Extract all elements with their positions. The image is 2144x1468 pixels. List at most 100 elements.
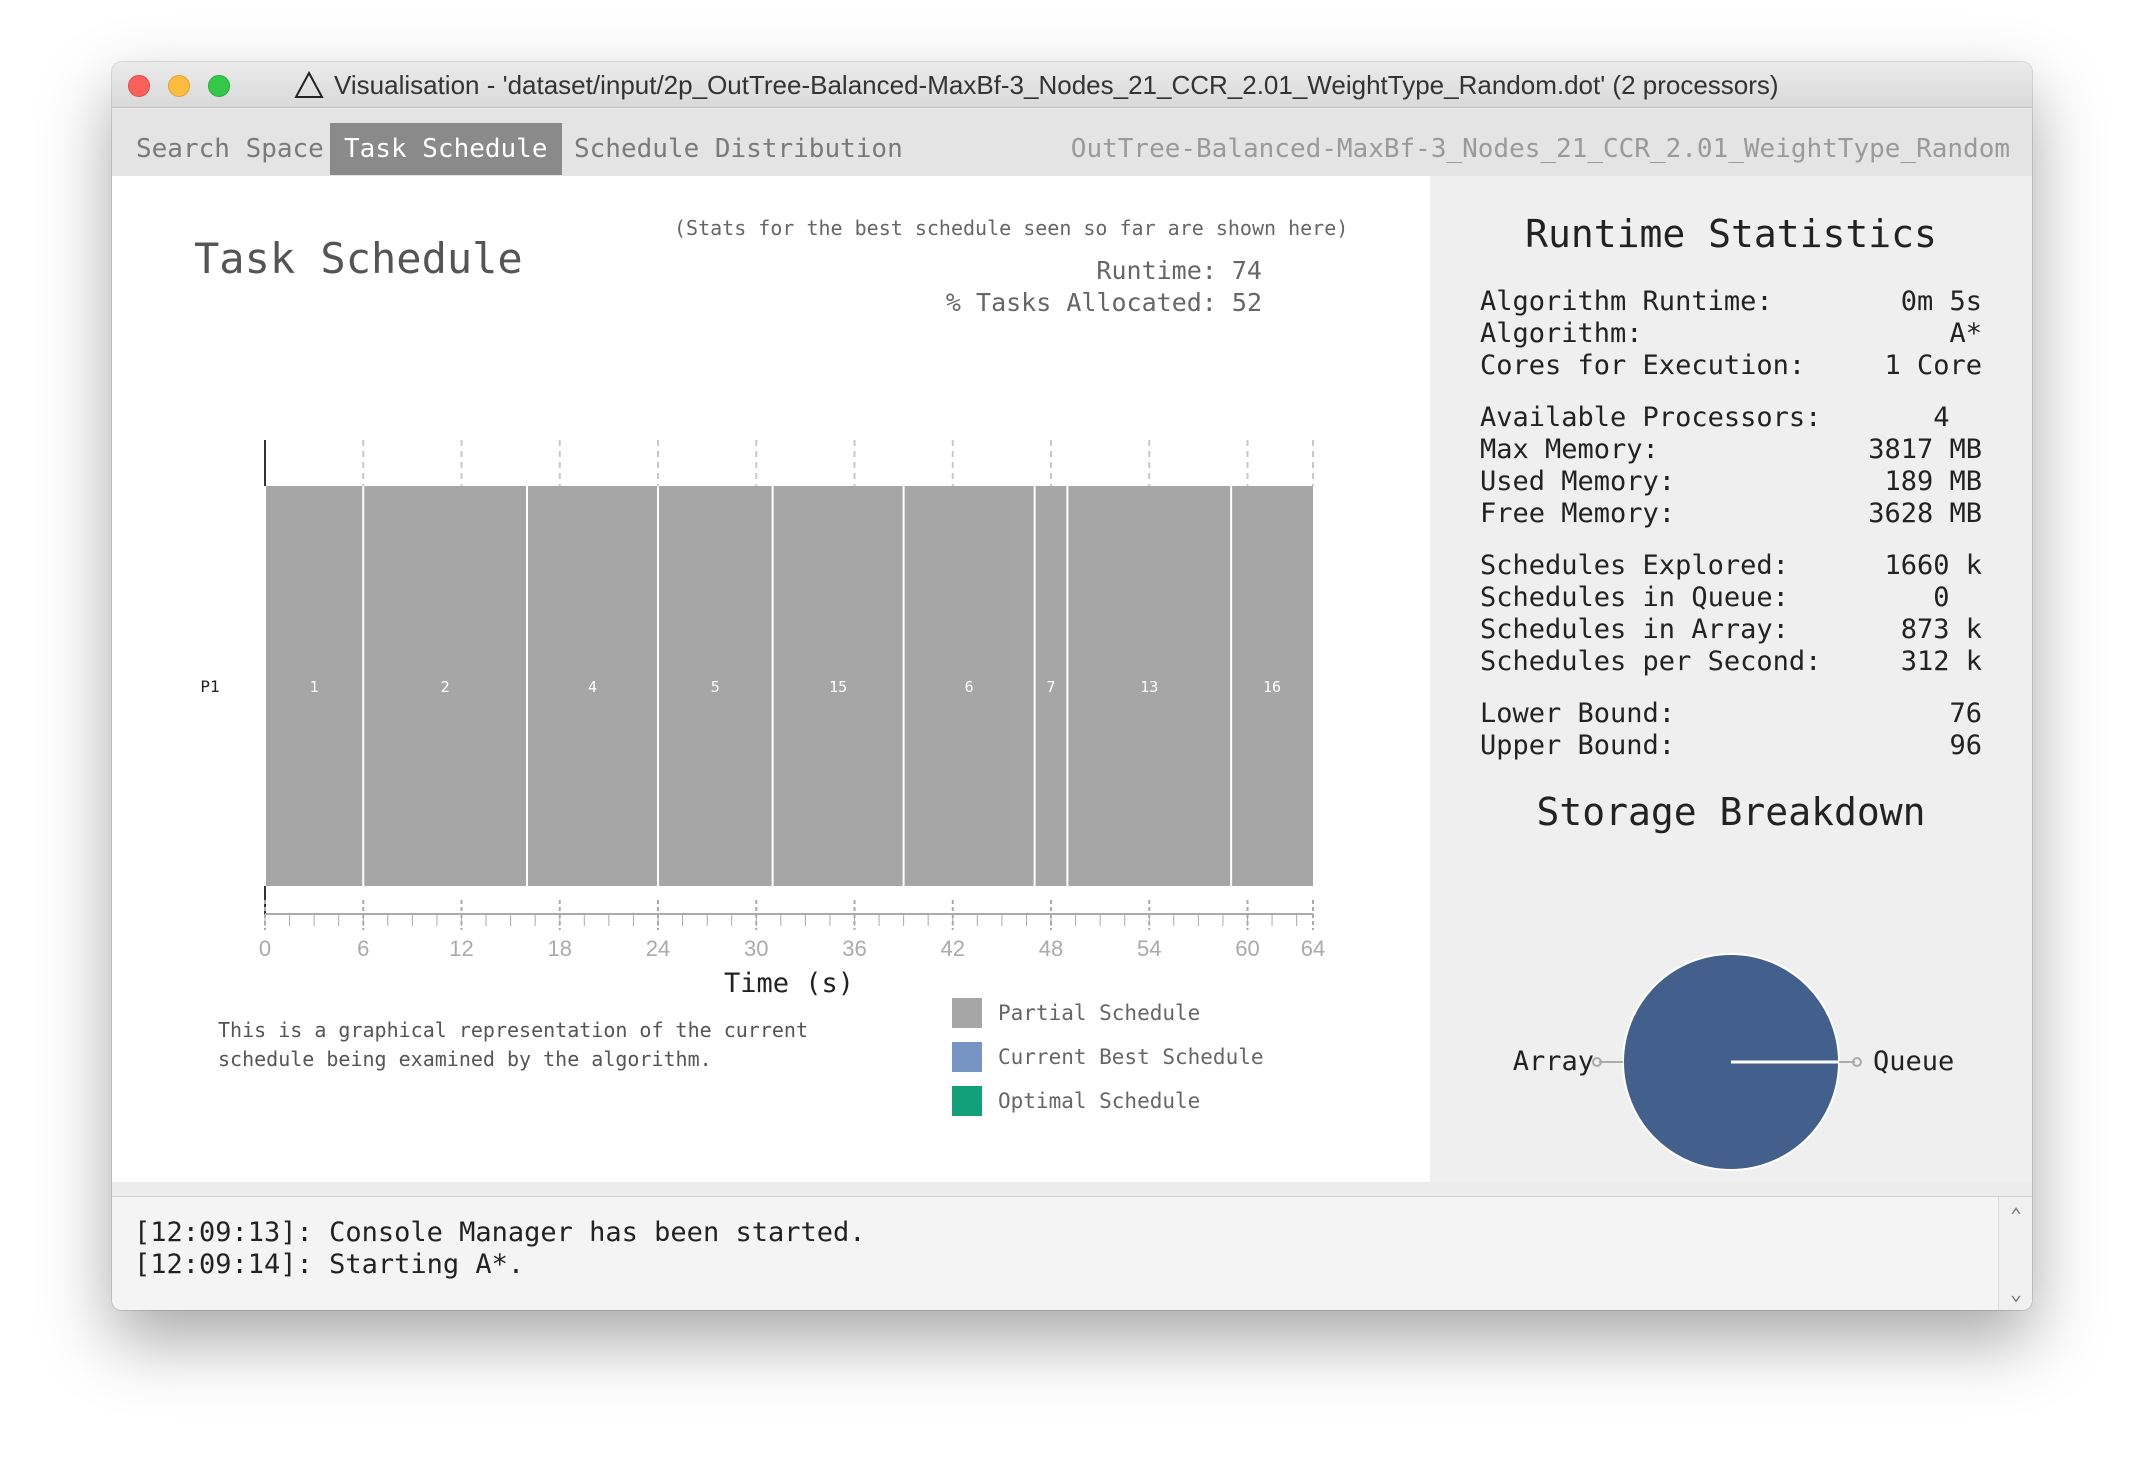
task-bar (1067, 486, 1232, 886)
x-tick-label: 54 (1137, 936, 1161, 961)
stat-label: Cores for Execution: (1480, 350, 1806, 381)
legend-current-best-schedule: Current Best Schedule (952, 1041, 1264, 1073)
x-tick-label: 42 (941, 936, 965, 961)
x-tick-label: 6 (357, 936, 369, 961)
task-bar-label: 6 (965, 678, 974, 696)
task-bar-label: 2 (441, 678, 450, 696)
legend-partial-schedule: Partial Schedule (952, 997, 1200, 1029)
task-bar-label: 13 (1140, 678, 1158, 696)
tab-search-space[interactable]: Search Space (136, 134, 324, 164)
maximize-window-button[interactable] (208, 75, 230, 97)
stat-value: A* (1949, 318, 1982, 349)
legend-optimal-schedule: Optimal Schedule (952, 1085, 1200, 1117)
stat-value: 873 k (1900, 614, 1982, 645)
window-title: Visualisation - 'dataset/input/2p_OutTre… (294, 62, 1779, 108)
x-tick-label: 30 (744, 936, 768, 961)
task-bar-label: 16 (1263, 678, 1281, 696)
legend-label: Current Best Schedule (998, 1045, 1264, 1069)
stat-row: Lower Bound: 76 (1480, 698, 1982, 730)
stat-row: Used Memory: 189 MB (1480, 466, 1982, 498)
runtime-stat: Runtime: 74 (1096, 256, 1262, 285)
x-tick-label: 60 (1235, 936, 1259, 961)
legend-swatch (952, 1042, 982, 1072)
tab-task-schedule[interactable]: Task Schedule (330, 123, 562, 175)
tasks-allocated-stat: % Tasks Allocated: 52 (945, 288, 1262, 317)
chart-description: This is a graphical representation of th… (218, 1018, 809, 1071)
task-bar (772, 486, 904, 886)
stat-value: 0 (1933, 582, 1982, 613)
window-title-text: Visualisation - 'dataset/input/2p_OutTre… (334, 69, 1779, 100)
task-bar (363, 486, 527, 886)
stat-row: Schedules in Queue: 0 (1480, 582, 1982, 614)
stat-label: Schedules in Queue: (1480, 582, 1789, 613)
legend-label: Partial Schedule (998, 1001, 1201, 1025)
stat-label: Lower Bound: (1480, 698, 1676, 729)
page-title: Task Schedule (194, 234, 523, 283)
storage-breakdown-title: Storage Breakdown (1536, 790, 1926, 834)
x-tick-label: 0 (259, 936, 271, 961)
x-tick-label: 12 (449, 936, 473, 961)
stat-value: 76 (1949, 698, 1982, 729)
x-tick-label: 64 (1301, 936, 1325, 961)
stats-note: (Stats for the best schedule seen so far… (674, 216, 1349, 240)
stat-row: Available Processors: 4 (1480, 402, 1982, 434)
tab-schedule-distribution[interactable]: Schedule Distribution (574, 134, 903, 164)
queue-leader-dot (1852, 1057, 1862, 1067)
legend-swatch (952, 1086, 982, 1116)
task-bar-label: 7 (1046, 678, 1055, 696)
scroll-up-icon[interactable]: ⌃ (2009, 1203, 2023, 1227)
x-tick-label: 48 (1039, 936, 1063, 961)
stat-value: 1660 k (1884, 550, 1982, 581)
console-scrollbar[interactable]: ⌃ ⌄ (1998, 1197, 2032, 1310)
array-leader-dot (1592, 1057, 1602, 1067)
stat-value: 312 k (1900, 646, 1982, 677)
x-axis-label: Time (s) (724, 968, 854, 999)
stat-label: Free Memory: (1480, 498, 1676, 529)
task-bar-label: 4 (588, 678, 597, 696)
stat-value: 3628 MB (1868, 498, 1982, 529)
x-tick-label: 18 (548, 936, 572, 961)
stat-row: Algorithm: A* (1480, 318, 1982, 350)
task-bar (527, 486, 658, 886)
runtime-statistics-title: Runtime Statistics (1525, 212, 1937, 256)
task-bar (1034, 486, 1068, 886)
stat-label: Used Memory: (1480, 466, 1676, 497)
task-bar (265, 486, 364, 886)
stat-label: Schedules per Second: (1480, 646, 1822, 677)
task-bar-label: 15 (829, 678, 847, 696)
minimize-window-button[interactable] (168, 75, 190, 97)
stat-row: Max Memory: 3817 MB (1480, 434, 1982, 466)
console-line: [12:09:14]: Starting A*. (134, 1249, 525, 1280)
stat-value: 0m 5s (1900, 286, 1982, 317)
stat-label: Schedules Explored: (1480, 550, 1789, 581)
stat-label: Schedules in Array: (1480, 614, 1789, 645)
processor-label: P1 (200, 677, 219, 696)
stat-row: Schedules Explored: 1660 k (1480, 550, 1982, 582)
scroll-down-icon[interactable]: ⌄ (2009, 1281, 2023, 1305)
stat-row: Upper Bound: 96 (1480, 730, 1982, 762)
stat-row: Schedules per Second: 312 k (1480, 646, 1982, 678)
task-bar (1231, 486, 1313, 886)
task-bar (903, 486, 1035, 886)
statistics-panel: Runtime Statistics Algorithm Runtime: 0m … (1430, 176, 2032, 1182)
stat-value: 1 Core (1884, 350, 1982, 381)
task-bar (658, 486, 773, 886)
app-window: Visualisation - 'dataset/input/2p_OutTre… (112, 62, 2032, 1310)
stat-label: Algorithm: (1480, 318, 1643, 349)
stat-value: 4 (1933, 402, 1982, 433)
stat-label: Max Memory: (1480, 434, 1659, 465)
stat-row: Cores for Execution: 1 Core (1480, 350, 1982, 382)
stat-value: 96 (1949, 730, 1982, 761)
x-tick-label: 24 (646, 936, 670, 961)
stat-value: 189 MB (1884, 466, 1982, 497)
console-panel[interactable]: [12:09:13]: Console Manager has been sta… (112, 1196, 2032, 1310)
close-window-button[interactable] (128, 75, 150, 97)
stat-row: Schedules in Array: 873 k (1480, 614, 1982, 646)
task-bar-label: 5 (711, 678, 720, 696)
stat-label: Algorithm Runtime: (1480, 286, 1773, 317)
title-bar: Visualisation - 'dataset/input/2p_OutTre… (112, 62, 2032, 108)
file-name-label: OutTree-Balanced-MaxBf-3_Nodes_21_CCR_2.… (1070, 134, 2010, 164)
task-bar-label: 1 (310, 678, 319, 696)
stat-row: Algorithm Runtime: 0m 5s (1480, 286, 1982, 318)
